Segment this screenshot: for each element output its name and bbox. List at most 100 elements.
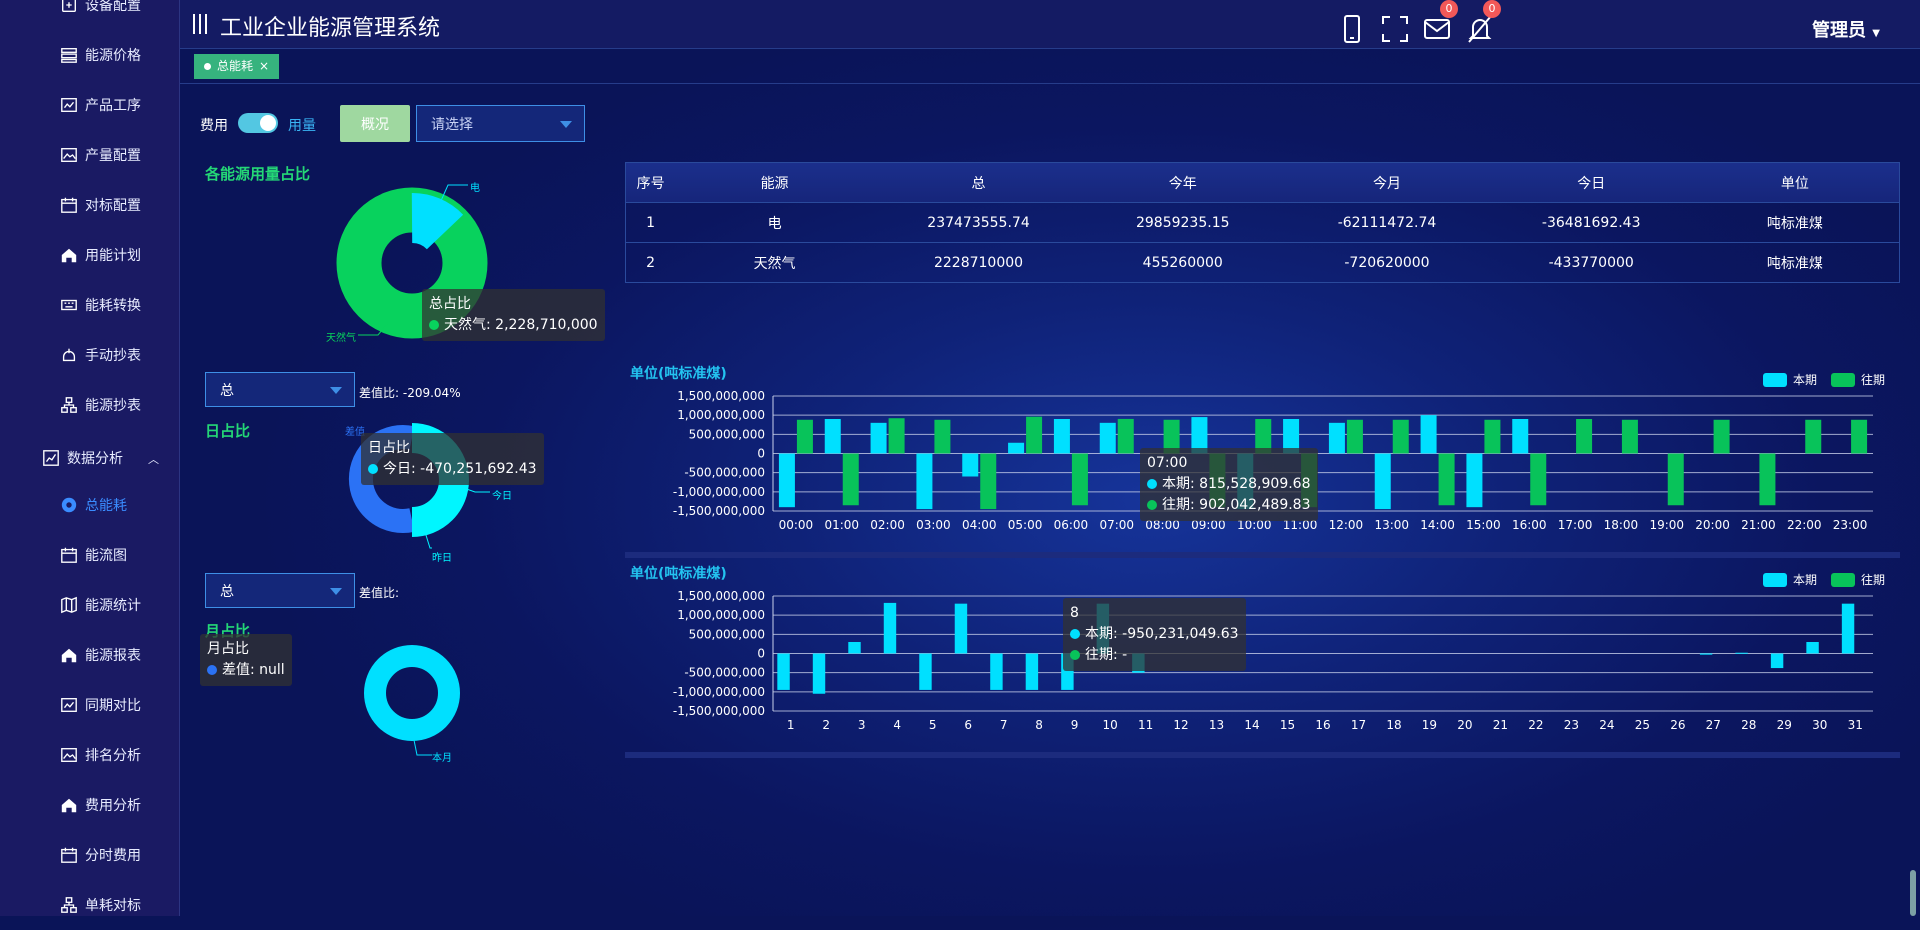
x-tick-label: 6 [964, 718, 972, 732]
x-tick-label: 08:00 [1145, 518, 1180, 532]
bar-previous [842, 453, 859, 506]
y-tick-label: 0 [757, 447, 765, 461]
bar-previous [1576, 419, 1593, 454]
sidebar-item-label: 能源统计 [85, 598, 141, 614]
mail-button[interactable]: 0 [1422, 0, 1458, 44]
calendar-icon [59, 845, 79, 865]
sidebar-item-5[interactable]: 用能计划 [0, 230, 179, 280]
y-tick-label: 1,500,000,000 [677, 389, 765, 403]
bar-current [990, 653, 1003, 690]
toggle-knob [260, 115, 276, 131]
sidebar-subitem-6[interactable]: 费用分析 [0, 780, 179, 830]
sidebar-item-2[interactable]: 产品工序 [0, 80, 179, 130]
x-tick-label: 29 [1777, 718, 1792, 732]
bar-current [1841, 603, 1855, 654]
energy-select[interactable]: 请选择 [416, 105, 585, 142]
day-select[interactable]: 总 [205, 372, 355, 407]
hamburger-icon[interactable] [192, 14, 208, 34]
bar-previous [1071, 453, 1088, 506]
x-tick-label: 21 [1493, 718, 1508, 732]
sidebar-subitem-3[interactable]: 能源报表 [0, 630, 179, 680]
bar-current [1420, 415, 1437, 454]
sidebar-item-8[interactable]: 能源抄表 [0, 380, 179, 430]
sidebar-item-7[interactable]: 手动抄表 [0, 330, 179, 380]
bar-current [916, 453, 933, 510]
calendar-icon [59, 195, 79, 215]
overview-button[interactable]: 概况 [340, 105, 410, 142]
sidebar-item-label: 能源价格 [85, 48, 141, 64]
sidebar-group-0[interactable]: 数据分析 ︿ [0, 438, 179, 478]
table-cell: 29859235.15 [1083, 202, 1283, 243]
bar-previous [980, 453, 997, 510]
sidebar-item-label: 费用分析 [85, 798, 141, 814]
usage-label: 用量 [288, 118, 316, 134]
user-name: 管理员 [1812, 20, 1866, 41]
sidebar-item-label: 能耗转换 [85, 298, 141, 314]
sidebar: 设备配置能源价格产品工序 产量配置 对标配置 用能计划能耗转换手动抄表 能源抄表数据分析… [0, 0, 180, 916]
x-tick-label: 18 [1386, 718, 1401, 732]
sidebar-subitem-8[interactable]: 单耗对标 [0, 880, 179, 930]
bar-previous [1255, 419, 1272, 454]
x-tick-label: 07:00 [1099, 518, 1134, 532]
sidebar-subitem-0[interactable]: 总能耗 [0, 480, 179, 530]
y-tick-label: 1,000,000,000 [677, 408, 765, 422]
notice-button[interactable]: 0 [1465, 0, 1501, 44]
bar-previous [1621, 419, 1638, 454]
x-tick-label: 25 [1635, 718, 1650, 732]
sidebar-subitem-5[interactable]: 排名分析 [0, 730, 179, 780]
tab-total-energy[interactable]: 总能耗 × [194, 54, 280, 79]
sidebar-subitem-1[interactable]: 能流图 [0, 530, 179, 580]
sidebar-item-0[interactable]: 设备配置 [0, 0, 179, 30]
pie-total-chart [336, 184, 488, 339]
bar-previous [1346, 419, 1363, 454]
x-tick-label: 13:00 [1374, 518, 1409, 532]
sidebar-item-4[interactable]: 对标配置 [0, 180, 179, 230]
x-tick-label: 22:00 [1787, 518, 1822, 532]
bar-current [1008, 442, 1025, 454]
y-tick-label: -1,000,000,000 [673, 485, 765, 499]
tooltip-dot [368, 464, 378, 474]
legend-label-current: 本期 [1793, 573, 1818, 587]
table-cell: 电 [675, 202, 874, 243]
x-tick-label: 02:00 [870, 518, 905, 532]
legend-label-previous: 往期 [1861, 573, 1886, 587]
y-tick-label: 1,000,000,000 [677, 608, 765, 622]
x-tick-label: 13 [1209, 718, 1224, 732]
day-diff: 差值比: -209.04% [359, 384, 461, 401]
legend-swatch-previous [1831, 372, 1856, 387]
tab-close-icon[interactable]: × [259, 59, 270, 73]
page-scrollbar[interactable] [1910, 870, 1916, 916]
bar-current [883, 602, 897, 654]
hourly-tooltip: 07:00 本期: 815,528,909.68 往期: 902,042,489.8… [1140, 448, 1318, 521]
mobile-icon[interactable] [1337, 14, 1367, 44]
sidebar-item-1[interactable]: 能源价格 [0, 30, 179, 80]
x-tick-label: 9 [1071, 718, 1079, 732]
table-header-cell: 序号 [625, 162, 676, 203]
sidebar-subitem-4[interactable]: 同期对比 [0, 680, 179, 730]
sidebar-subitem-7[interactable]: 分时费用 [0, 830, 179, 880]
x-tick-label: 23 [1564, 718, 1579, 732]
pie-label-elec: 电 [470, 183, 480, 194]
tab-label: 总能耗 [217, 59, 254, 73]
day-select-value: 总 [220, 382, 234, 399]
sidebar-item-6[interactable]: 能耗转换 [0, 280, 179, 330]
user-menu[interactable]: 管理员 ▼ [1812, 16, 1880, 42]
table-cell: 吨标准煤 [1690, 242, 1900, 283]
tooltip-title: 07:00 [1147, 455, 1188, 471]
image-icon [59, 745, 79, 765]
sidebar-item-label: 数据分析 [67, 451, 123, 467]
day-label-diff: 差值 [345, 427, 365, 438]
sidebar-item-3[interactable]: 产量配置 [0, 130, 179, 180]
table-cell: -62111472.74 [1282, 202, 1492, 243]
bar-previous [1667, 453, 1684, 506]
mail-icon [1424, 19, 1450, 39]
x-tick-label: 31 [1848, 718, 1863, 732]
month-select[interactable]: 总 [205, 573, 355, 608]
chevron-up-icon[interactable]: ︿ [148, 453, 159, 466]
x-tick-label: 14:00 [1420, 518, 1455, 532]
sidebar-subitem-2[interactable]: 能源统计 [0, 580, 179, 630]
sidebar-item-label: 排名分析 [85, 748, 141, 764]
daily-chart-title: 单位(吨标准煤) [630, 566, 727, 582]
fee-usage-toggle[interactable] [238, 113, 278, 133]
fullscreen-icon[interactable] [1380, 14, 1410, 44]
